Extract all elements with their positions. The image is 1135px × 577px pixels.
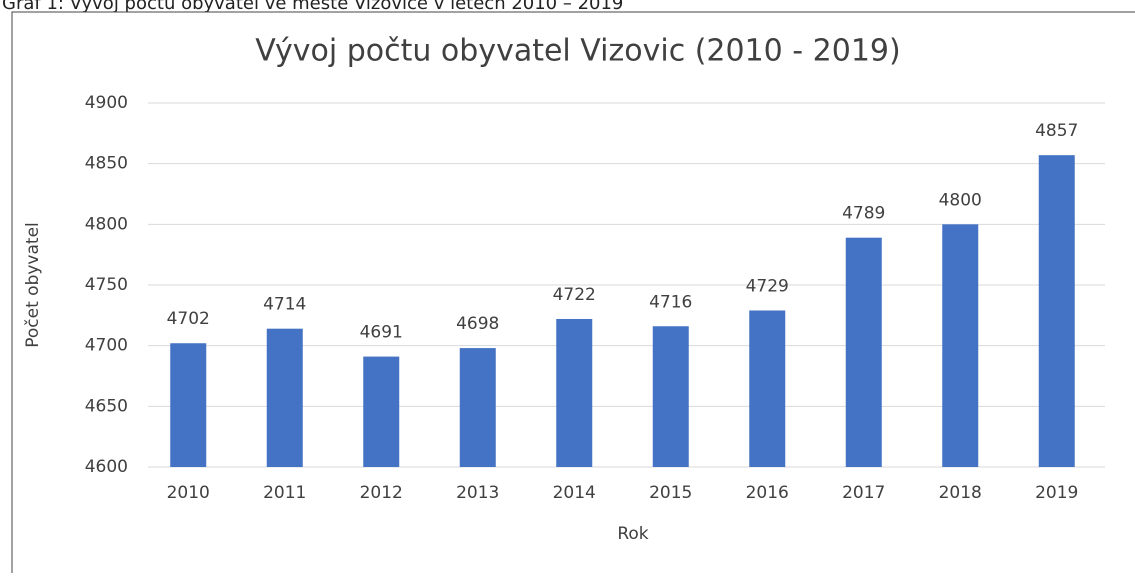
y-axis-label: Počet obyvatel (23, 222, 43, 348)
x-tick-label: 2019 (1035, 483, 1078, 503)
data-label: 4716 (649, 292, 692, 312)
y-tick-label: 4750 (85, 275, 128, 295)
data-label: 4800 (939, 190, 982, 210)
y-tick-label: 4600 (85, 457, 128, 477)
data-label: 4789 (842, 204, 885, 224)
data-label: 4857 (1035, 121, 1078, 141)
x-tick-label: 2014 (553, 483, 596, 503)
bar (652, 326, 689, 467)
data-label: 4729 (746, 276, 789, 296)
bar (749, 310, 786, 467)
caption: Graf 1: Vývoj počtu obyvatel ve městě Vi… (2, 0, 623, 14)
x-tick-label: 2015 (649, 483, 692, 503)
x-axis-label: Rok (617, 524, 648, 544)
y-tick-label: 4900 (85, 93, 128, 113)
y-tick-label: 4650 (85, 396, 128, 416)
x-tick-label: 2012 (360, 483, 403, 503)
y-tick-label: 4800 (85, 214, 128, 234)
x-tick-label: 2018 (939, 483, 982, 503)
data-label: 4722 (553, 285, 596, 305)
x-tick-label: 2010 (167, 483, 210, 503)
data-label: 4691 (360, 323, 403, 343)
y-tick-label: 4850 (85, 154, 128, 174)
y-tick-label: 4700 (85, 336, 128, 356)
bar (459, 348, 496, 467)
bar (556, 318, 593, 467)
bar (942, 224, 979, 467)
x-tick-label: 2016 (746, 483, 789, 503)
x-tick-label: 2013 (456, 483, 499, 503)
data-label: 4702 (167, 309, 210, 329)
bar (363, 356, 400, 467)
x-tick-label: 2011 (263, 483, 306, 503)
data-label: 4698 (456, 314, 499, 334)
bar (266, 328, 303, 467)
x-tick-label: 2017 (842, 483, 885, 503)
bar (170, 343, 207, 467)
bar (1038, 155, 1075, 467)
chart-title: Vývoj počtu obyvatel Vizovic (2010 - 201… (255, 34, 900, 69)
data-label: 4714 (263, 295, 306, 315)
bar (845, 237, 882, 467)
